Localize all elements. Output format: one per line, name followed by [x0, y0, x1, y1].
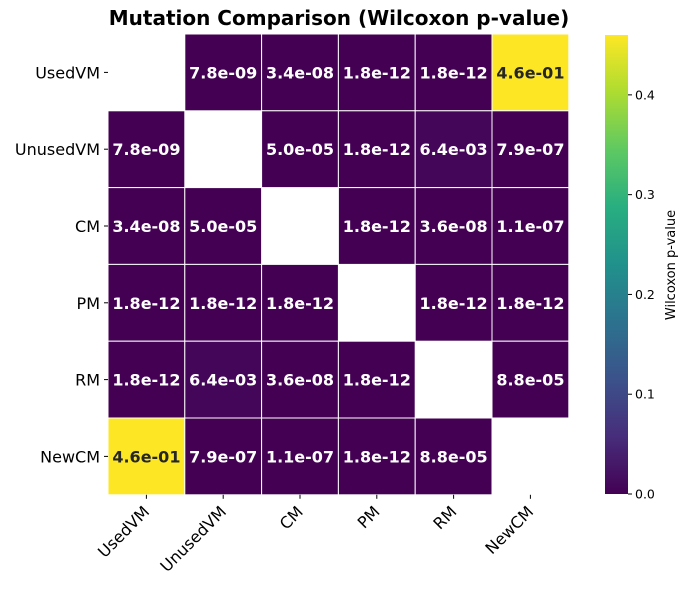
heatmap-cell	[414, 263, 493, 342]
cell-value-label: 4.6e-01	[112, 447, 180, 466]
heatmap-cell	[261, 417, 339, 496]
row-label: RM	[75, 371, 100, 390]
cell-value-label: 1.8e-12	[343, 140, 411, 159]
colorbar-tick-label: 0.3	[635, 187, 655, 202]
heatmap-cell	[491, 263, 570, 342]
cell-value-label: 8.8e-05	[496, 371, 564, 390]
cell-value-label: 1.8e-12	[343, 217, 411, 236]
colorbar-tick-label: 0.2	[635, 287, 655, 302]
heatmap-cell	[184, 340, 263, 419]
heatmap-cell	[107, 340, 186, 419]
colorbar-tick-label: 0.4	[635, 87, 655, 102]
cell-value-label: 1.8e-12	[343, 63, 411, 82]
cell-value-label: 1.8e-12	[266, 294, 334, 313]
chart-title: Mutation Comparison (Wilcoxon p-value)	[109, 6, 570, 30]
heatmap-cell	[414, 417, 493, 496]
cell-value-label: 3.6e-08	[266, 371, 334, 390]
cell-value-label: 1.8e-12	[343, 371, 411, 390]
colorbar-label: Wilcoxon p-value	[664, 210, 679, 320]
heatmap-cell	[414, 187, 493, 265]
cell-value-label: 1.8e-12	[112, 294, 180, 313]
cell-value-label: 1.8e-12	[343, 447, 411, 466]
column-labels: UsedVM UnusedVM CM PM RM NewCM	[94, 494, 537, 576]
cell-value-label: 7.9e-07	[189, 447, 257, 466]
heatmap-cell	[491, 340, 570, 419]
column-label: UnusedVM	[156, 502, 230, 576]
cell-value-label: 4.6e-01	[496, 63, 564, 82]
heatmap-cell	[337, 110, 416, 189]
cell-value-label: 5.0e-05	[189, 217, 257, 236]
heatmap-cell	[261, 263, 339, 342]
colorbar: 0.0 0.1 0.2 0.3 0.4 Wilcoxon p-value	[605, 35, 679, 502]
colorbar-tick-label: 0.0	[635, 487, 655, 502]
cell-value-label: 3.4e-08	[112, 217, 180, 236]
cell-value-label: 7.8e-09	[189, 63, 257, 82]
heatmap-cell	[261, 340, 339, 419]
heatmap-cell	[184, 417, 263, 496]
heatmap-cell	[184, 33, 263, 112]
heatmap-cell	[337, 187, 416, 265]
row-label: PM	[77, 294, 100, 313]
heatmap-cell	[491, 33, 570, 112]
heatmap-cell	[184, 263, 263, 342]
heatmap-cell	[184, 187, 263, 265]
colorbar-tick-label: 0.1	[635, 387, 655, 402]
column-label: PM	[354, 502, 384, 532]
colorbar-ticks: 0.0 0.1 0.2 0.3 0.4	[628, 87, 655, 502]
row-label: NewCM	[40, 447, 100, 466]
cell-value-label: 7.8e-09	[112, 140, 180, 159]
column-label: RM	[429, 502, 460, 533]
column-label: UsedVM	[94, 502, 153, 561]
cell-value-label: 6.4e-03	[420, 140, 488, 159]
heatmap-cell	[491, 187, 570, 265]
heatmap-cell	[107, 110, 186, 189]
cell-value-label: 1.8e-12	[496, 294, 564, 313]
row-label: CM	[75, 217, 100, 236]
cell-value-label: 1.8e-12	[420, 294, 488, 313]
row-labels: UsedVM UnusedVM CM PM RM NewCM	[15, 63, 108, 466]
colorbar-gradient	[605, 35, 628, 494]
heatmap-cell	[261, 110, 339, 189]
column-label: CM	[276, 502, 307, 533]
heatmap-cell	[261, 33, 339, 112]
heatmap-cell	[337, 417, 416, 496]
row-label: UnusedVM	[15, 140, 100, 159]
cell-value-label: 1.8e-12	[189, 294, 257, 313]
cell-value-label: 5.0e-05	[266, 140, 334, 159]
cell-value-label: 1.8e-12	[420, 63, 488, 82]
cell-value-label: 1.1e-07	[266, 447, 334, 466]
cell-value-label: 7.9e-07	[496, 140, 564, 159]
cell-value-label: 1.1e-07	[496, 217, 564, 236]
heatmap-cell	[414, 33, 493, 112]
heatmap-cells: 7.8e-09 3.4e-08 1.8e-12 1.8e-12 4.6e-01 7.8e-…	[107, 33, 570, 496]
cell-value-label: 8.8e-05	[420, 447, 488, 466]
heatmap-cell	[337, 33, 416, 112]
row-label: UsedVM	[35, 63, 100, 82]
cell-value-label: 1.8e-12	[112, 371, 180, 390]
heatmap-cell	[337, 340, 416, 419]
cell-value-label: 3.6e-08	[420, 217, 488, 236]
cell-value-label: 3.4e-08	[266, 63, 334, 82]
heatmap-cell	[491, 110, 570, 189]
column-label: NewCM	[481, 502, 537, 558]
cell-value-label: 6.4e-03	[189, 371, 257, 390]
